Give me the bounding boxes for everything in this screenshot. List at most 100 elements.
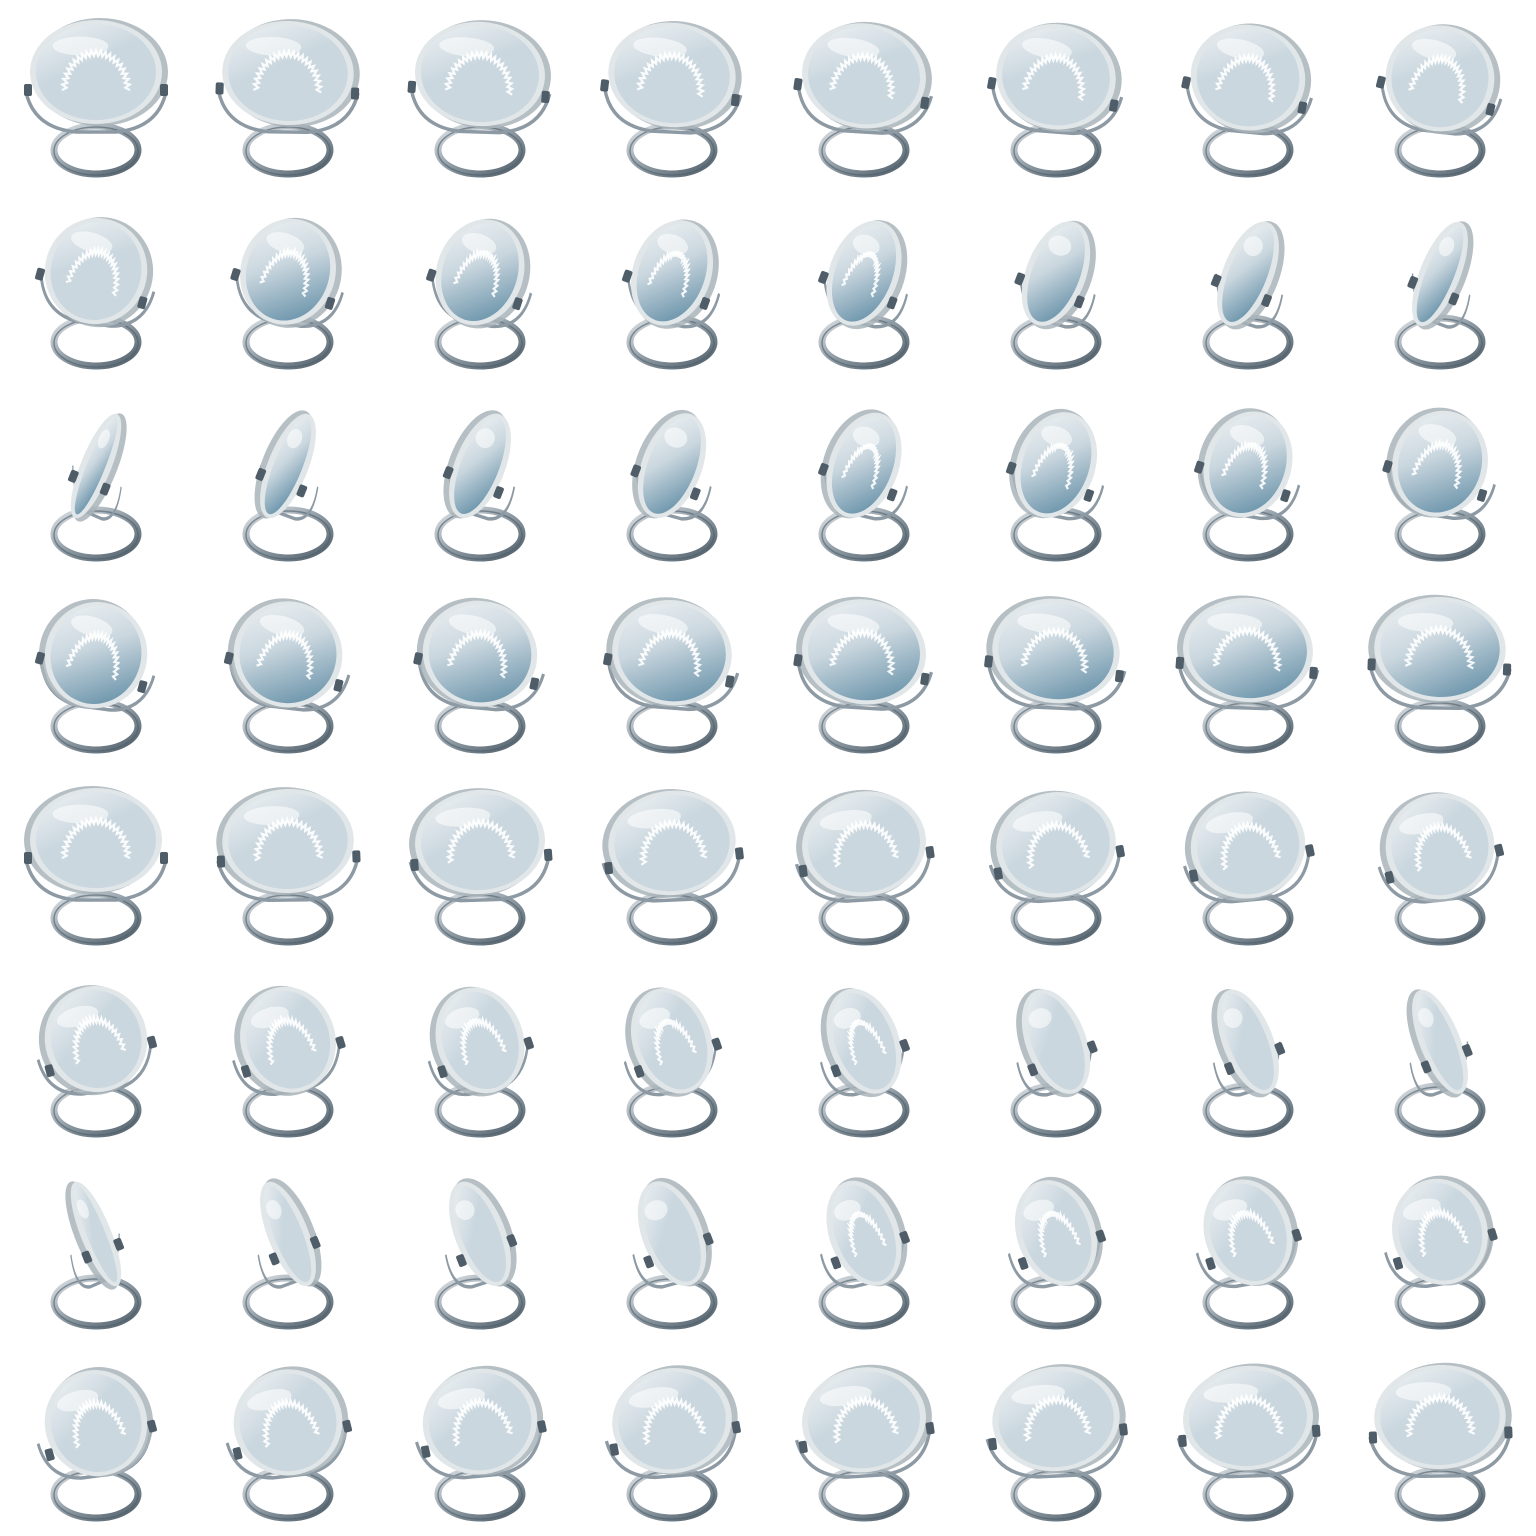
right-clamp [146, 1035, 157, 1049]
stand-yoke [603, 88, 743, 135]
left-clamp [1392, 1256, 1404, 1270]
render-frame [384, 1344, 576, 1536]
frame-render [24, 18, 168, 178]
lens-highlight [243, 806, 300, 825]
lens [35, 217, 154, 328]
frame-render [35, 598, 156, 754]
frame-render [242, 410, 334, 562]
render-frame [192, 576, 384, 768]
lens-highlight [1012, 811, 1063, 832]
lens [1375, 24, 1501, 135]
render-frame [960, 960, 1152, 1152]
frame-render [818, 409, 910, 562]
render-frame [0, 1344, 192, 1536]
lens [609, 1365, 741, 1475]
lens-highlight [435, 807, 491, 827]
lens-highlight [455, 1200, 475, 1220]
frame-render [1367, 594, 1512, 754]
right-clamp [1280, 489, 1291, 503]
left-clamp [1178, 1434, 1187, 1448]
right-clamp [529, 677, 540, 691]
lens [234, 985, 346, 1096]
frame-render [1010, 220, 1102, 370]
render-frame [1152, 192, 1344, 384]
render-frame [576, 384, 768, 576]
left-clamp [1407, 275, 1419, 289]
lens-face [1391, 29, 1489, 128]
render-frame [1344, 576, 1536, 768]
lens-highlight [1399, 812, 1444, 835]
left-clamp [987, 76, 997, 90]
left-clamp [1027, 1063, 1038, 1077]
lens [630, 409, 707, 519]
left-clamp [67, 469, 79, 483]
lens-highlight [266, 232, 305, 254]
render-frame [384, 384, 576, 576]
lens-face [1397, 414, 1483, 513]
frame-render [1368, 1362, 1513, 1522]
lens-highlight [71, 615, 113, 638]
lens [24, 18, 168, 126]
render-frame [0, 192, 192, 384]
left-clamp [793, 77, 803, 91]
left-clamp [24, 84, 32, 96]
left-clamp [1181, 76, 1191, 89]
render-frame [0, 0, 192, 192]
right-clamp [160, 852, 168, 864]
left-clamp [798, 864, 808, 878]
lens [426, 218, 531, 329]
lens-highlight [475, 428, 495, 449]
render-frame [384, 960, 576, 1152]
right-clamp [350, 87, 360, 100]
right-clamp [1311, 1424, 1321, 1438]
lens [215, 19, 360, 128]
right-clamp [1083, 489, 1095, 502]
left-clamp [1382, 460, 1393, 473]
right-clamp [296, 484, 308, 498]
lens-face [636, 224, 708, 322]
right-clamp [146, 1419, 157, 1433]
render-frame [1344, 768, 1536, 960]
lens [793, 596, 930, 706]
frame-render [818, 988, 910, 1138]
lens-face [1020, 416, 1092, 514]
stand-yoke [988, 854, 1121, 904]
left-clamp [413, 652, 423, 665]
left-clamp [35, 651, 46, 665]
left-clamp [1224, 1062, 1235, 1075]
lens-highlight [1028, 1008, 1052, 1029]
stand-yoke [24, 91, 168, 134]
lens-highlight [834, 1199, 861, 1221]
left-clamp [215, 82, 224, 95]
lens-highlight [1402, 1198, 1441, 1221]
lens [1184, 791, 1315, 902]
frame-render [434, 1178, 526, 1330]
frame-render [793, 21, 934, 178]
render-frame [384, 0, 576, 192]
right-clamp [1305, 844, 1315, 857]
lens-face [245, 990, 331, 1089]
lens [1178, 1363, 1321, 1472]
left-clamp [609, 1443, 619, 1456]
right-clamp [886, 296, 898, 310]
lens-highlight [56, 1389, 99, 1412]
lens [625, 987, 722, 1097]
lens-highlight [819, 1386, 872, 1407]
right-clamp [731, 1420, 741, 1434]
lens [260, 1178, 322, 1287]
frame-render [407, 20, 552, 178]
lens-highlight [286, 428, 303, 449]
right-clamp [543, 848, 553, 862]
frame-render [230, 217, 344, 370]
lens-highlight [639, 1007, 670, 1029]
lens-highlight [852, 426, 880, 448]
left-clamp [630, 464, 642, 478]
left-clamp [24, 852, 32, 864]
render-frame [1344, 1152, 1536, 1344]
lens-highlight [1011, 1384, 1066, 1405]
left-clamp [1367, 658, 1376, 671]
left-clamp [407, 80, 417, 94]
left-clamp [230, 268, 241, 281]
stand-yoke [796, 87, 934, 135]
lens-face [831, 224, 897, 322]
